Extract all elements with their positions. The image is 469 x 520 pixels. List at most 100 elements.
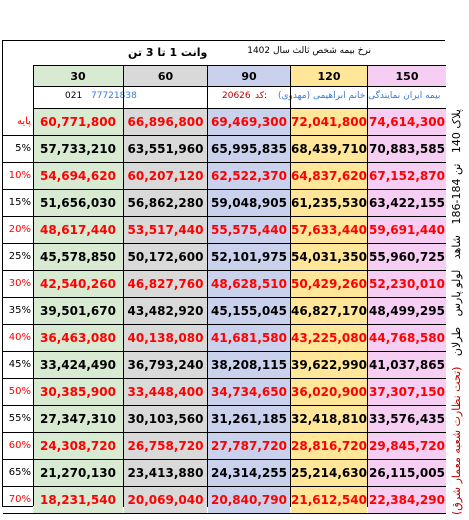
discount-label: 5% [15,143,31,154]
premium-cell: 64,837,620 [291,163,367,189]
table-row: 15% 51,656,030 56,862,280 59,048,905 61,235,… [3,190,446,217]
discount-label: 65% [8,467,31,478]
premium-cell: 46,827,170 [291,298,367,324]
table-row: 40% 36,463,080 40,138,080 41,681,580 43,225,… [3,325,446,352]
premium-cell: 48,499,295 [368,298,446,324]
premium-cell: 32,418,810 [291,406,367,432]
table-row: 50% 30,385,900 33,448,400 34,734,650 36,020,… [3,379,446,406]
side-caption-text: (تحت نظارت شعبه معمار شرق) پلاک 140 تن 1… [450,45,463,515]
premium-cell: 74,614,300 [368,109,446,135]
premium-cell: 30,385,900 [33,379,123,405]
table-row: 10% 54,694,620 60,207,120 62,522,370 64,837,… [3,163,446,190]
discount-label: پایه [17,116,31,127]
premium-cell: 66,896,800 [124,109,207,135]
capacity-header-60: 60 [124,66,208,86]
premium-cell: 63,551,960 [124,136,207,162]
premium-cell: 62,522,370 [208,163,290,189]
agency-name: بیمه ایران نمایندگی خانم ابراهیمی (مهدوی… [278,91,441,101]
column-divider [123,66,124,506]
capacity-header-150: 150 [368,66,446,86]
table-row: 20% 48,617,440 53,517,440 55,575,440 57,633,… [3,217,446,244]
premium-cell: 60,207,120 [124,163,207,189]
premium-cell: 51,656,030 [33,190,123,216]
table-row: 30% 42,540,260 46,827,760 48,628,510 50,429,… [3,271,446,298]
premium-cell: 63,422,155 [368,190,446,216]
premium-cell: 40,138,080 [124,325,207,351]
premium-cell: 26,115,005 [368,460,446,486]
discount-label: 40% [8,332,31,343]
capacity-header-row: 30 60 90 120 150 [33,66,446,87]
premium-cell: 31,261,185 [208,406,290,432]
premium-cell: 55,575,440 [208,217,290,243]
column-divider [33,66,34,506]
premium-cell: 48,617,440 [33,217,123,243]
premium-cell: 34,734,650 [208,379,290,405]
premium-cell: 45,155,045 [208,298,290,324]
premium-cell: 30,103,560 [124,406,207,432]
premium-cell: 52,230,010 [368,271,446,297]
capacity-header-30: 30 [33,66,124,86]
premium-cell: 28,816,720 [291,433,367,459]
premium-cell: 50,429,260 [291,271,367,297]
premium-cell: 68,439,710 [291,136,367,162]
premium-cell: 53,517,440 [124,217,207,243]
premium-cell: 20,840,790 [208,487,290,513]
side-ton: تن 184-186 [450,163,463,225]
phone-code: 021 [65,91,83,101]
premium-cell: 24,308,720 [33,433,123,459]
premium-cell: 37,307,150 [368,379,446,405]
premium-cell: 65,995,835 [208,136,290,162]
discount-label: 20% [8,224,31,235]
side-shahed: شاهد [450,235,463,260]
premium-cell: 54,694,620 [33,163,123,189]
premium-cell: 36,793,240 [124,352,207,378]
column-divider [207,66,208,506]
table-row: 35% 39,501,670 43,482,920 45,155,045 46,827,… [3,298,446,325]
agency-code-label: کد: [255,91,268,101]
premium-cell: 27,347,310 [33,406,123,432]
premium-cell: 26,758,720 [124,433,207,459]
premium-cell: 57,733,210 [33,136,123,162]
discount-label: 70% [8,494,31,505]
discount-label: 15% [8,197,31,208]
premium-cell: 25,214,630 [291,460,367,486]
premium-cell: 69,469,300 [208,109,290,135]
discount-label: 60% [8,440,31,451]
premium-cell: 44,768,580 [368,325,446,351]
premium-cell: 42,540,260 [33,271,123,297]
premium-cell: 41,037,865 [368,352,446,378]
table-row: 65% 21,270,130 23,413,880 24,314,255 25,214,… [3,460,446,487]
premium-cell: 33,448,400 [124,379,207,405]
agency-info-row: 021 77721838 20626 کد: بیمه ایران نمایند… [33,87,446,109]
premium-cell: 67,152,870 [368,163,446,189]
premium-cell: 22,384,290 [368,487,446,513]
premium-cell: 39,501,670 [33,298,123,324]
premium-cell: 48,628,510 [208,271,290,297]
premium-table: وانت 1 تا 3 تن نرخ بیمه شخص ثالث سال 140… [2,40,446,514]
premium-cell: 21,270,130 [33,460,123,486]
premium-cell: 33,424,490 [33,352,123,378]
vehicle-class-title: وانت 1 تا 3 تن [128,46,208,59]
premium-cell: 24,314,255 [208,460,290,486]
premium-cell: 46,827,760 [124,271,207,297]
premium-cell: 70,883,585 [368,136,446,162]
premium-cell: 43,225,080 [291,325,367,351]
premium-cell: 57,633,440 [291,217,367,243]
side-caption: (تحت نظارت شعبه معمار شرق) پلاک 140 تن 1… [448,45,468,515]
table-row: 25% 45,578,850 50,172,600 52,101,975 54,031,… [3,244,446,271]
phone-number: 77721838 [91,91,137,101]
premium-cell: 60,771,800 [33,109,123,135]
premium-cell: 59,691,440 [368,217,446,243]
premium-cell: 29,845,720 [368,433,446,459]
discount-label: 55% [8,413,31,424]
capacity-header-120: 120 [291,66,368,86]
discount-label: 30% [8,278,31,289]
premium-cell: 55,960,725 [368,244,446,270]
table-title: نرخ بیمه شخص ثالث سال 1402 [247,46,371,56]
premium-cell: 20,069,040 [124,487,207,513]
premium-cell: 36,463,080 [33,325,123,351]
premium-cell: 54,031,350 [291,244,367,270]
table-row: 70% 18,231,540 20,069,040 20,840,790 21,612,… [3,487,446,514]
side-plate: پلاک 140 [450,109,463,154]
side-supervision: (تحت نظارت شعبه معمار شرق) [450,366,463,515]
